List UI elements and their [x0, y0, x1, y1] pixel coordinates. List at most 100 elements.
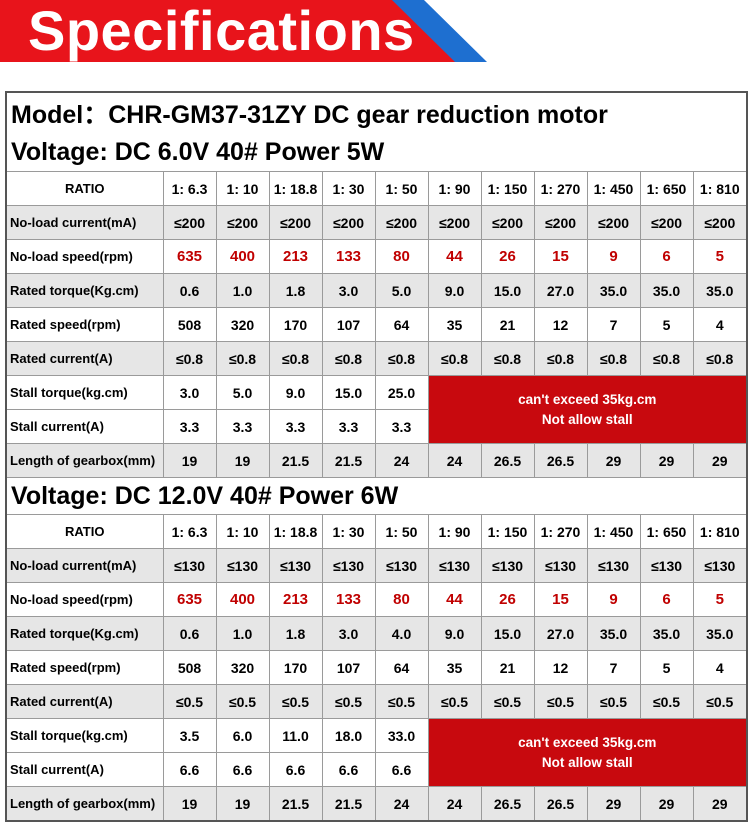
rated-speed-cell: 35	[427, 307, 482, 342]
noload-current-cell: ≤200	[639, 205, 694, 240]
rated-speed-cell: 320	[215, 650, 270, 685]
gearbox-length-cell: 21.5	[268, 786, 323, 822]
rated-speed-cell: 12	[533, 307, 588, 342]
rated-torque-cell: 5.0	[374, 273, 429, 308]
ratio-cell: 1: 150	[480, 514, 535, 549]
stall-torque-cell: 3.0	[162, 375, 217, 410]
table-row: Rated torque(Kg.cm) 0.6 1.0 1.8 3.0 5.0 9.0 15.…	[5, 273, 748, 308]
rated-current-cell: ≤0.5	[533, 684, 588, 719]
noload-current-cell: ≤200	[268, 205, 323, 240]
noload-current-cell: ≤130	[215, 548, 270, 583]
rated-speed-cell: 4	[692, 650, 748, 685]
rated-torque-cell: 1.0	[215, 273, 270, 308]
noload-current-cell: ≤200	[533, 205, 588, 240]
noload-speed-cell: 400	[215, 239, 270, 274]
rated-torque-cell: 0.6	[162, 616, 217, 651]
stall-torque-cell: 5.0	[215, 375, 270, 410]
stall-torque-cell: 3.5	[162, 718, 217, 753]
noload-speed-cell: 15	[533, 582, 588, 617]
stall-current-cell: 6.6	[374, 752, 429, 787]
rated-speed-cell: 7	[586, 307, 641, 342]
ratio-cell: 1: 30	[321, 171, 376, 206]
stall-current-cell: 6.6	[162, 752, 217, 787]
noload-speed-cell: 15	[533, 239, 588, 274]
table-row: Stall current(A) 6.6 6.6 6.6 6.6 6.6	[5, 752, 747, 787]
rated-current-cell: ≤0.8	[586, 341, 641, 376]
table-row: Rated speed(rpm) 508 320 170 107 64 35 21 12 7 5 4	[5, 650, 748, 685]
rated-current-cell: ≤0.8	[321, 341, 376, 376]
table-row: Stall torque(kg.cm) 3.0 5.0 9.0 15.0 25.0 can'…	[5, 375, 748, 444]
ratio-cell: 1: 50	[374, 514, 429, 549]
rated-current-cell: ≤0.5	[427, 684, 482, 719]
rated-speed-cell: 170	[268, 307, 323, 342]
noload-speed-cell: 213	[268, 239, 323, 274]
stall-current-cell: 3.3	[215, 409, 270, 444]
table-row: Rated current(A) ≤0.5 ≤0.5 ≤0.5 ≤0.5 ≤0.5 ≤0.5…	[5, 684, 748, 719]
noload-current-cell: ≤200	[321, 205, 376, 240]
rated-speed-cell: 107	[321, 307, 376, 342]
gearbox-length-cell: 24	[374, 443, 429, 478]
noload-speed-cell: 6	[639, 239, 694, 274]
stall-torque-label: Stall torque(kg.cm)	[5, 375, 164, 410]
rated-torque-cell: 3.0	[321, 616, 376, 651]
noload-speed-cell: 26	[480, 582, 535, 617]
gearbox-length-cell: 29	[692, 443, 748, 478]
rated-current-cell: ≤0.5	[321, 684, 376, 719]
noload-speed-cell: 44	[427, 582, 482, 617]
ratio-cell: 1: 50	[374, 171, 429, 206]
stall-warning-line2: Not allow stall	[541, 411, 633, 427]
gearbox-length-cell: 24	[427, 786, 482, 822]
gearbox-length-cell: 21.5	[268, 443, 323, 478]
rated-torque-cell: 15.0	[480, 616, 535, 651]
rated-torque-cell: 35.0	[692, 273, 748, 308]
gearbox-length-label: Length of gearbox(mm)	[5, 786, 164, 822]
noload-speed-cell: 9	[586, 582, 641, 617]
gearbox-length-cell: 26.5	[480, 443, 535, 478]
noload-speed-cell: 44	[427, 239, 482, 274]
rated-current-cell: ≤0.8	[639, 341, 694, 376]
rated-speed-cell: 64	[374, 650, 429, 685]
banner-white-stripe	[424, 0, 750, 62]
rated-current-cell: ≤0.8	[162, 341, 217, 376]
ratio-cell: 1: 810	[692, 171, 748, 206]
table-row: No-load current(mA) ≤200 ≤200 ≤200 ≤200 ≤200 ≤…	[5, 205, 748, 240]
noload-speed-cell: 133	[321, 582, 376, 617]
rated-current-cell: ≤0.5	[268, 684, 323, 719]
ratio-cell: 1: 270	[533, 514, 588, 549]
gearbox-length-cell: 29	[639, 443, 694, 478]
stall-torque-cell: 11.0	[268, 718, 323, 753]
rated-torque-cell: 15.0	[480, 273, 535, 308]
ratio-cell: 1: 6.3	[162, 171, 217, 206]
rated-torque-cell: 35.0	[586, 273, 641, 308]
rated-torque-cell: 35.0	[586, 616, 641, 651]
ratio-cell: 1: 10	[215, 514, 270, 549]
rated-speed-cell: 64	[374, 307, 429, 342]
rated-torque-cell: 4.0	[374, 616, 429, 651]
rated-torque-label: Rated torque(Kg.cm)	[5, 616, 164, 651]
banner-title: Specifications	[28, 0, 415, 62]
noload-current-cell: ≤200	[427, 205, 482, 240]
rated-current-cell: ≤0.8	[268, 341, 323, 376]
noload-current-cell: ≤130	[692, 548, 748, 583]
stall-current-cell: 6.6	[268, 752, 323, 787]
ratio-cell: 1: 90	[427, 171, 482, 206]
stall-current-cell: 6.6	[215, 752, 270, 787]
table-row: Length of gearbox(mm) 19 19 21.5 21.5 24 24 26.…	[5, 786, 748, 822]
noload-current-cell: ≤200	[374, 205, 429, 240]
rated-speed-cell: 21	[480, 650, 535, 685]
noload-current-cell: ≤130	[268, 548, 323, 583]
rated-current-cell: ≤0.8	[215, 341, 270, 376]
gearbox-length-cell: 29	[692, 786, 748, 822]
noload-current-cell: ≤200	[162, 205, 217, 240]
rated-current-cell: ≤0.5	[215, 684, 270, 719]
noload-current-cell: ≤200	[215, 205, 270, 240]
table-row: No-load speed(rpm) 635 400 213 133 80 44 26 15 9 6…	[5, 239, 748, 274]
rated-current-cell: ≤0.8	[480, 341, 535, 376]
stall-torque-cell: 9.0	[268, 375, 323, 410]
rated-torque-cell: 1.8	[268, 616, 323, 651]
rated-current-cell: ≤0.8	[427, 341, 482, 376]
rated-speed-cell: 12	[533, 650, 588, 685]
ratio-cell: 1: 450	[586, 171, 641, 206]
gearbox-length-cell: 21.5	[321, 443, 376, 478]
noload-current-cell: ≤130	[162, 548, 217, 583]
